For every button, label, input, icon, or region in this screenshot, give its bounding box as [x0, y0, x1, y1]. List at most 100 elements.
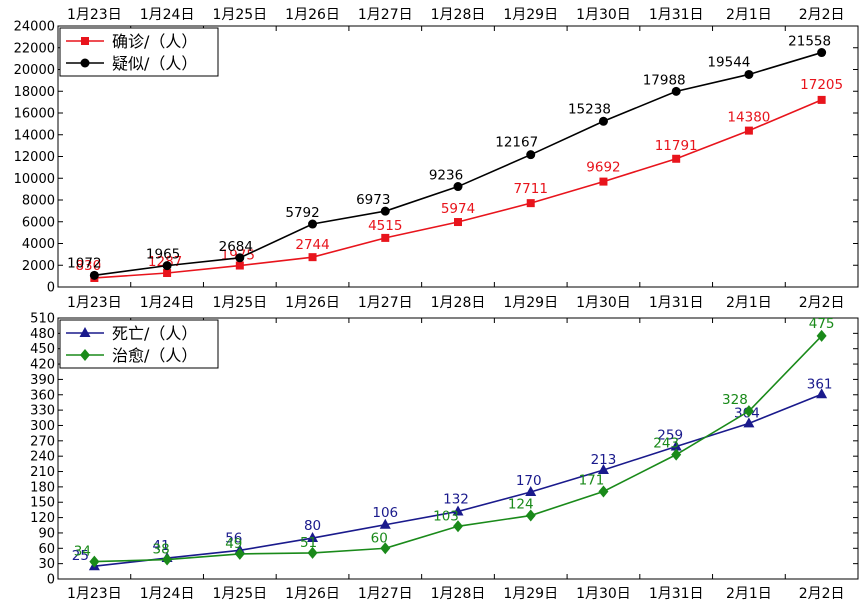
y-tick-label: 450 — [30, 342, 55, 357]
x-tick-label: 1月30日 — [576, 295, 631, 311]
data-point — [307, 546, 318, 559]
data-label: 171 — [579, 472, 605, 488]
data-point — [89, 555, 100, 568]
x-tick-label: 1月29日 — [503, 7, 558, 23]
y-tick-label: 24000 — [14, 20, 55, 35]
series-0: 8301287197527444515597477119692117911438… — [75, 77, 843, 282]
y-tick-label: 300 — [30, 419, 55, 434]
data-label: 14380 — [727, 110, 770, 126]
x-tick-label: 1月25日 — [212, 7, 267, 23]
data-point — [89, 270, 99, 280]
data-point — [162, 261, 172, 271]
data-point — [671, 448, 682, 461]
x-tick-label: 1月28日 — [431, 7, 486, 23]
data-point — [598, 485, 609, 498]
data-label: 25 — [72, 548, 89, 564]
x-tick-label: 1月25日 — [212, 586, 267, 602]
y-tick-label: 420 — [30, 358, 55, 373]
data-point — [235, 253, 245, 263]
data-label: 9236 — [429, 168, 463, 184]
y-tick-label: 14000 — [14, 128, 55, 143]
x-tick-label: 2月1日 — [726, 7, 772, 23]
data-point — [163, 269, 172, 278]
legend-entry: 确诊/（人） — [112, 32, 197, 51]
top-date-axis: 1月23日 1月24日 1月25日 1月26日 1月27日 1月28日 1月29日 1月30日… — [67, 7, 845, 23]
y-tick-label: 20000 — [14, 63, 55, 78]
legend-marker — [79, 327, 91, 337]
data-label: 103 — [433, 508, 459, 524]
series-line — [94, 393, 822, 568]
data-label: 361 — [807, 376, 833, 392]
data-point — [453, 182, 463, 192]
data-point — [817, 95, 826, 104]
x-tick-label: 1月31日 — [649, 586, 704, 602]
data-point — [816, 388, 828, 399]
data-point — [452, 505, 464, 516]
x-tick-label: 1月30日 — [576, 7, 631, 23]
data-label: 51 — [300, 535, 317, 551]
data-label: 830 — [75, 258, 101, 274]
data-point — [743, 417, 755, 428]
y-tick-label: 390 — [30, 373, 55, 388]
y-tick-label: 120 — [30, 511, 55, 526]
data-label: 34 — [74, 544, 91, 560]
y-tick-label: 4000 — [22, 237, 55, 252]
data-point — [454, 218, 462, 227]
data-label: 12167 — [495, 135, 538, 151]
x-tick-label: 1月27日 — [358, 7, 413, 23]
data-point — [816, 329, 827, 342]
legend-marker — [80, 58, 90, 68]
data-label: 1072 — [67, 255, 101, 271]
data-label: 21558 — [788, 34, 831, 50]
data-point — [380, 206, 390, 216]
data-point — [234, 547, 245, 560]
x-tick-label: 1月28日 — [431, 586, 486, 602]
x-tick-label: 1月24日 — [140, 586, 195, 602]
data-point — [308, 253, 317, 262]
data-point — [671, 86, 681, 96]
y-tick-label: 510 — [30, 312, 55, 327]
y-tick-label: 0 — [47, 573, 55, 588]
data-point — [380, 542, 391, 555]
x-tick-label: 1月23日 — [67, 586, 122, 602]
legend-entry: 治愈/（人） — [112, 346, 197, 365]
y-tick-label: 60 — [38, 542, 55, 557]
data-point — [598, 116, 608, 126]
y-tick-label: 6000 — [22, 215, 55, 230]
data-point — [743, 405, 754, 418]
x-tick-label: 1月26日 — [285, 586, 340, 602]
x-tick-label: 1月26日 — [285, 7, 340, 23]
series-0: 25415680106132170213259304361 — [72, 376, 833, 571]
data-label: 6973 — [356, 192, 390, 208]
data-label: 17988 — [643, 72, 686, 88]
data-label: 7711 — [514, 181, 548, 197]
y-tick-label: 16000 — [14, 107, 55, 122]
data-label: 475 — [809, 316, 835, 332]
data-label: 1965 — [146, 247, 180, 263]
data-label: 132 — [443, 491, 469, 507]
bottom-panel-deaths-cured: 0306090120150180210240270300330360390420… — [30, 312, 859, 588]
data-point — [744, 69, 754, 79]
data-label: 106 — [372, 505, 398, 521]
middle-date-axis: 1月23日 1月24日 1月25日 1月26日 1月27日 1月28日 1月29日 1月30日… — [67, 295, 845, 311]
data-label: 5974 — [441, 201, 475, 217]
y-tick-label: 360 — [30, 388, 55, 403]
x-tick-label: 1月25日 — [212, 295, 267, 311]
x-tick-label: 1月26日 — [285, 295, 340, 311]
y-tick-label: 90 — [38, 526, 55, 541]
y-tick-label: 240 — [30, 450, 55, 465]
data-point — [817, 48, 827, 58]
y-tick-label: 2000 — [22, 259, 55, 274]
legend-entry: 疑似/（人） — [112, 54, 197, 73]
data-point — [599, 177, 608, 186]
y-tick-label: 18000 — [14, 85, 55, 100]
plot-frame — [57, 317, 859, 580]
bottom-date-axis: 1月23日 1月24日 1月25日 1月26日 1月27日 1月28日 1月29日 1月30日… — [67, 586, 845, 602]
data-label: 213 — [591, 452, 617, 468]
x-tick-label: 1月27日 — [358, 586, 413, 602]
x-tick-label: 1月23日 — [67, 295, 122, 311]
legend-marker — [80, 349, 90, 361]
data-point — [308, 219, 318, 229]
data-point — [453, 520, 463, 533]
